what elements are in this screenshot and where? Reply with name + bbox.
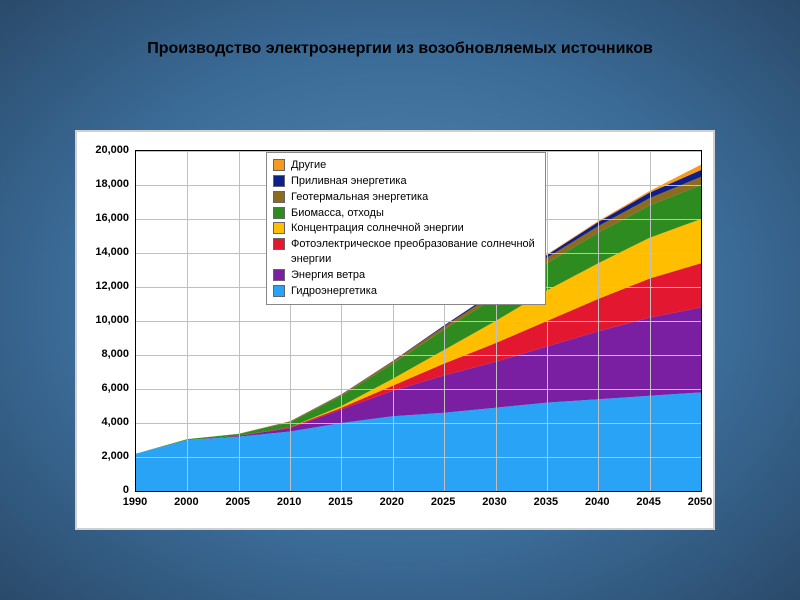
y-axis: 02,0004,0006,0008,00010,00012,00014,0001… xyxy=(77,150,133,490)
legend-label: Гидроэнергетика xyxy=(291,284,377,299)
legend-swatch xyxy=(273,269,285,281)
x-tick-label: 2045 xyxy=(636,496,660,508)
gridline-h xyxy=(136,457,701,458)
y-tick-label: 0 xyxy=(123,484,129,496)
legend-item-tidal: Приливная энергетика xyxy=(273,174,539,189)
y-tick-label: 20,000 xyxy=(95,144,129,156)
legend-label: Фотоэлектрическое преобразование солнечн… xyxy=(291,237,539,267)
y-tick-label: 16,000 xyxy=(95,212,129,224)
y-tick-label: 10,000 xyxy=(95,314,129,326)
slide: Производство электроэнергии из возобновл… xyxy=(0,0,800,600)
gridline-h xyxy=(136,321,701,322)
legend-item-csp: Концентрация солнечной энергии xyxy=(273,221,539,236)
legend-swatch xyxy=(273,238,285,250)
y-tick-label: 6,000 xyxy=(101,382,129,394)
x-tick-label: 2015 xyxy=(328,496,352,508)
y-tick-label: 12,000 xyxy=(95,280,129,292)
y-tick-label: 8,000 xyxy=(101,348,129,360)
legend-item-biomass: Биомасса, отходы xyxy=(273,206,539,221)
x-tick-label: 2020 xyxy=(380,496,404,508)
x-tick-label: 2035 xyxy=(534,496,558,508)
x-tick-label: 2025 xyxy=(431,496,455,508)
gridline-v xyxy=(187,151,188,491)
chart-container: 0 2,000 4,000 6,000 8,000 10,000 12,000 14,000 1… xyxy=(75,130,715,530)
y-tick-label: 2,000 xyxy=(101,450,129,462)
legend-label: Приливная энергетика xyxy=(291,174,407,189)
legend-swatch xyxy=(273,285,285,297)
legend-label: Другие xyxy=(291,158,326,173)
legend-swatch xyxy=(273,159,285,171)
x-axis: 1990200020052010201520202025203020352040… xyxy=(135,492,700,522)
gridline-v xyxy=(239,151,240,491)
legend-label: Концентрация солнечной энергии xyxy=(291,221,464,236)
x-tick-label: 2040 xyxy=(585,496,609,508)
legend-label: Геотермальная энергетика xyxy=(291,190,428,205)
x-tick-label: 2050 xyxy=(688,496,712,508)
legend-item-geo: Геотермальная энергетика xyxy=(273,190,539,205)
legend-item-pv: Фотоэлектрическое преобразование солнечн… xyxy=(273,237,539,267)
x-tick-label: 2010 xyxy=(277,496,301,508)
y-tick-label: 14,000 xyxy=(95,246,129,258)
plot-area: ДругиеПриливная энергетикаГеотермальная … xyxy=(135,150,702,492)
legend-swatch xyxy=(273,191,285,203)
legend-label: Энергия ветра xyxy=(291,268,365,283)
gridline-h xyxy=(136,389,701,390)
x-tick-label: 2030 xyxy=(482,496,506,508)
legend-item-hydro: Гидроэнергетика xyxy=(273,284,539,299)
legend-item-other: Другие xyxy=(273,158,539,173)
gridline-v xyxy=(598,151,599,491)
x-tick-label: 2005 xyxy=(225,496,249,508)
x-tick-label: 1990 xyxy=(123,496,147,508)
gridline-h xyxy=(136,423,701,424)
legend-swatch xyxy=(273,175,285,187)
gridline-v xyxy=(650,151,651,491)
gridline-h xyxy=(136,355,701,356)
y-tick-label: 18,000 xyxy=(95,178,129,190)
gridline-v xyxy=(547,151,548,491)
legend-item-wind: Энергия ветра xyxy=(273,268,539,283)
y-tick-label: 4,000 xyxy=(101,416,129,428)
chart-title: Производство электроэнергии из возобновл… xyxy=(0,40,800,58)
legend-swatch xyxy=(273,222,285,234)
legend-swatch xyxy=(273,207,285,219)
legend: ДругиеПриливная энергетикаГеотермальная … xyxy=(266,152,546,305)
x-tick-label: 2000 xyxy=(174,496,198,508)
legend-label: Биомасса, отходы xyxy=(291,206,384,221)
